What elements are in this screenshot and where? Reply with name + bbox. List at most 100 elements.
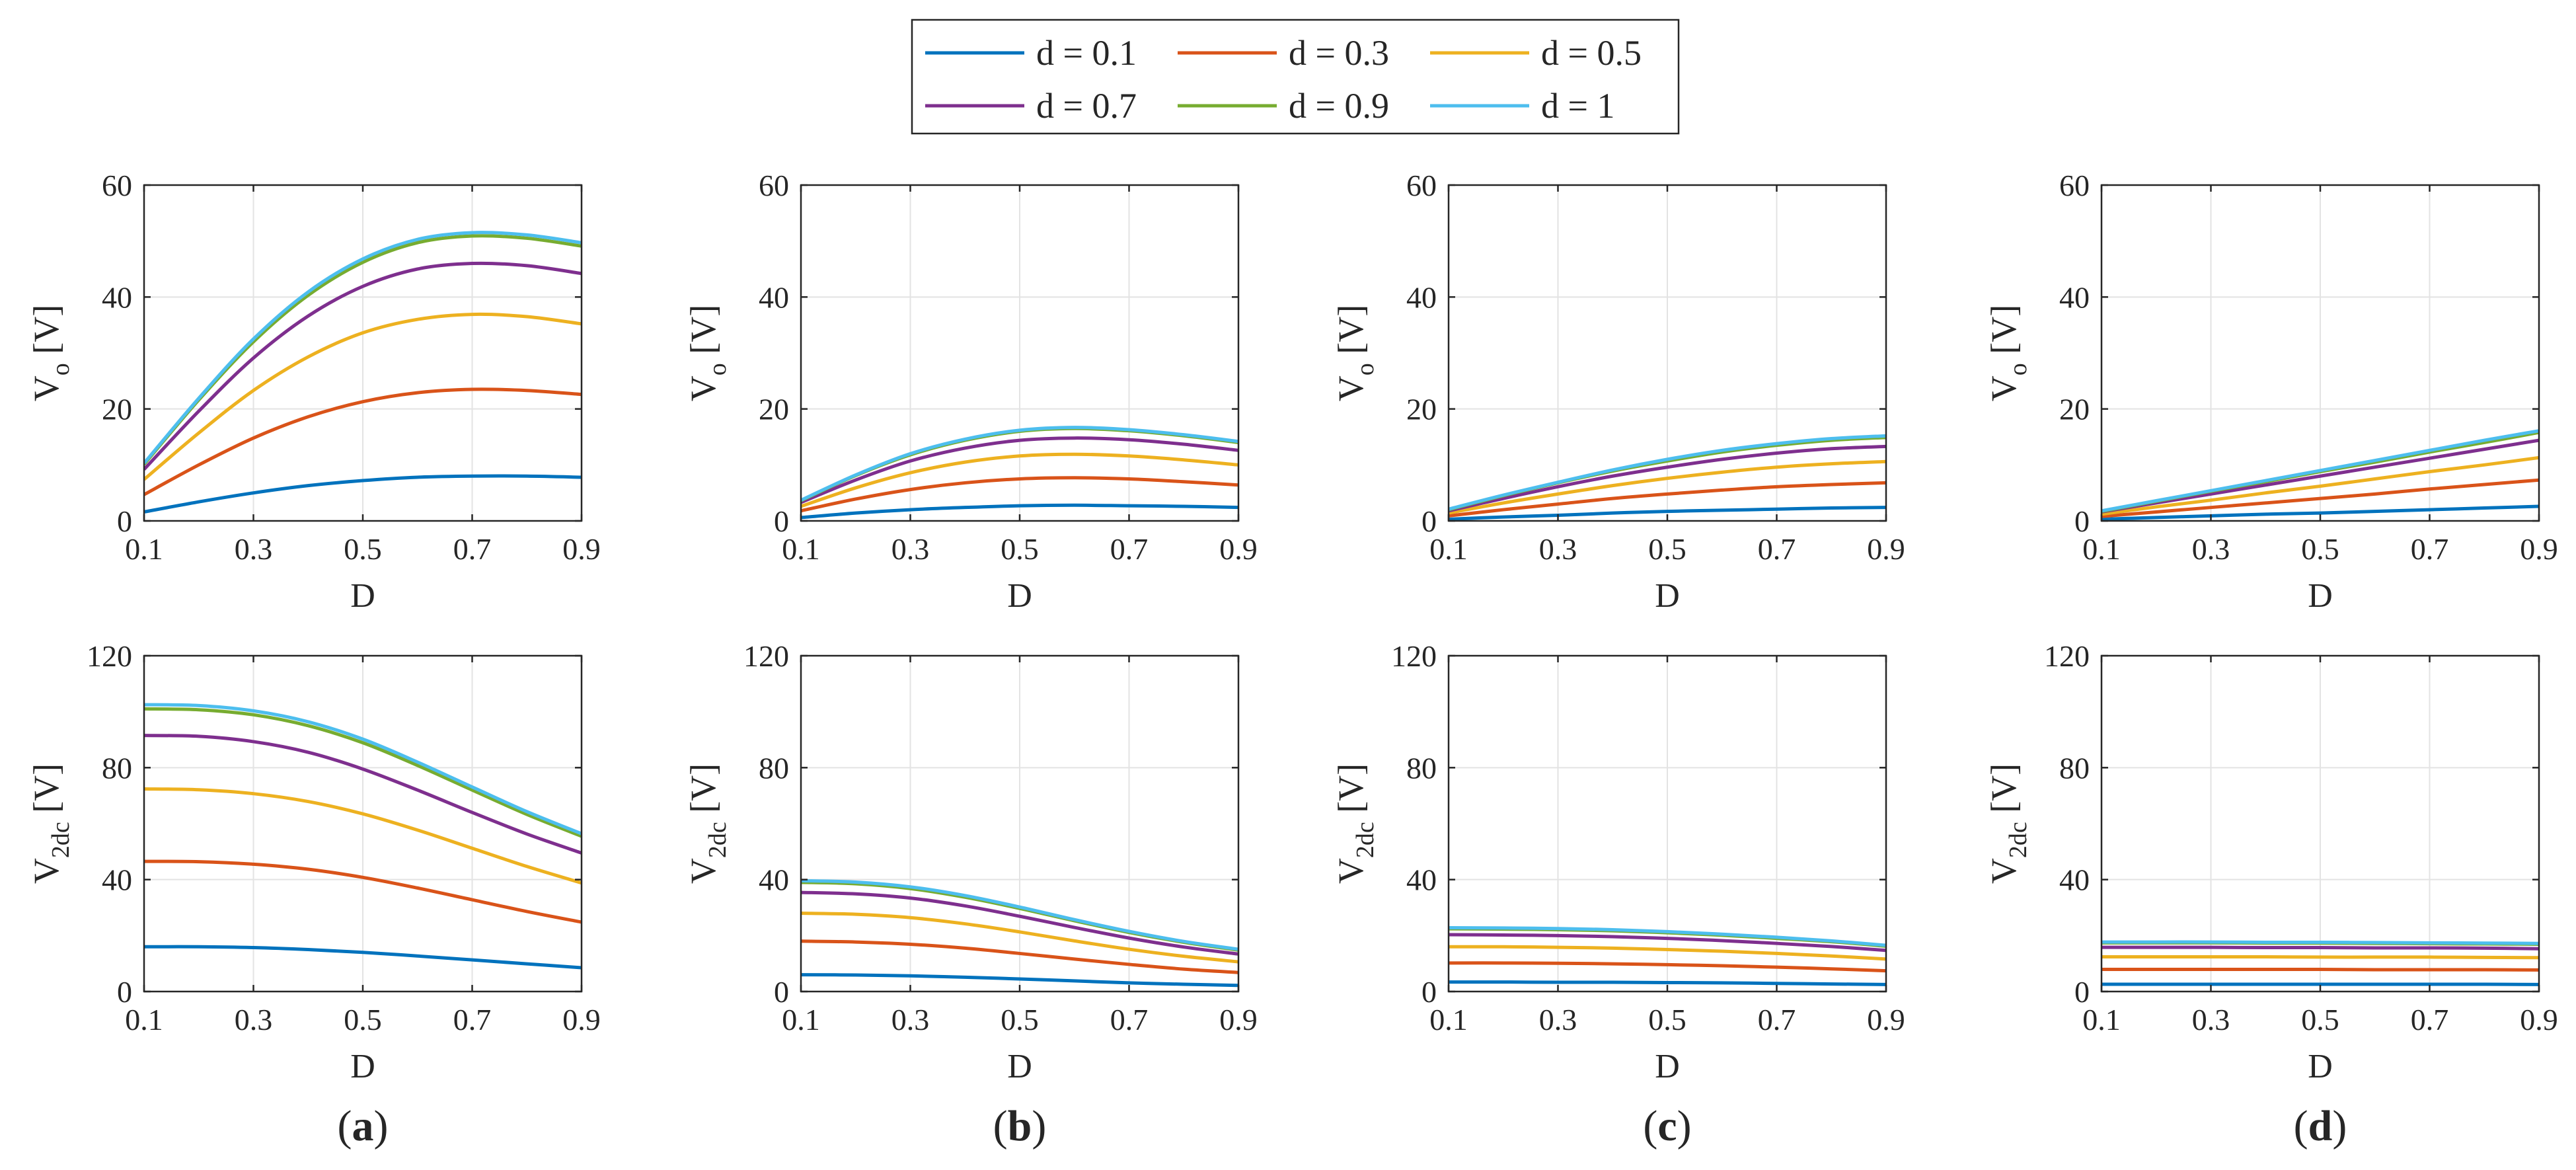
x-tick-label: 0.5 <box>1648 1003 1686 1036</box>
y-tick-label: 20 <box>1406 393 1437 426</box>
y-tick-label: 40 <box>2059 863 2090 897</box>
series-line-d-0-7 <box>801 436 1238 504</box>
x-tick-label: 0.3 <box>891 532 930 566</box>
x-tick-label: 0.5 <box>1001 532 1039 566</box>
y-tick-label: 0 <box>2074 975 2090 1009</box>
x-tick-label: 0.1 <box>2082 532 2121 566</box>
x-tick-label: 0.3 <box>2192 532 2230 566</box>
legend-label: d = 0.5 <box>1541 33 1642 73</box>
x-tick-label: 0.9 <box>1867 1003 1905 1036</box>
series-line-d-0-1 <box>144 474 582 514</box>
y-tick-label: 40 <box>2059 280 2090 314</box>
x-tick-label: 0.9 <box>562 532 601 566</box>
chart-a-bottom: 0.1 0.3 0.5 0.7 0.9 0 40 80 120 D V2dc [V] <box>26 639 601 1085</box>
chart-a-top: 0.1 0.3 0.5 0.7 0.9 0 20 40 60 D Vo [V] <box>26 169 601 615</box>
chart-c-top: 0.1 0.3 0.5 0.7 0.9 0 20 40 60 D Vo [V] <box>1331 169 1905 615</box>
y-tick-label: 0 <box>1421 975 1437 1009</box>
x-tick-label: 0.5 <box>1648 532 1686 566</box>
y-tick-label: 20 <box>102 393 132 426</box>
series-line-d-0-7 <box>801 890 1238 956</box>
series-line-d-1 <box>1449 925 1886 947</box>
legend-box <box>911 19 1680 135</box>
legend-label: d = 0.9 <box>1289 86 1389 126</box>
x-tick-label: 0.1 <box>1429 532 1468 566</box>
y-tick-label: 0 <box>117 504 132 538</box>
y-axis-label: Vo [V] <box>683 305 732 401</box>
x-tick-label: 0.1 <box>2082 1003 2121 1036</box>
series-line-d-0-7 <box>2102 438 2539 514</box>
legend-label: d = 0.1 <box>1036 33 1137 73</box>
panel-label: (a) <box>338 1102 389 1150</box>
series-line-d-0-3 <box>144 387 582 496</box>
y-tick-label: 0 <box>774 975 789 1009</box>
chart-b-bottom: 0.1 0.3 0.5 0.7 0.9 0 40 80 120 D V2dc [V] <box>683 639 1258 1085</box>
x-tick-label: 0.1 <box>125 532 163 566</box>
x-axis-label: D <box>1007 1048 1032 1085</box>
y-tick-label: 40 <box>102 280 132 314</box>
series-line-d-0-5 <box>144 312 582 481</box>
y-tick-label: 0 <box>1421 504 1437 538</box>
x-tick-label: 0.7 <box>1758 1003 1796 1036</box>
y-tick-label: 0 <box>2074 504 2090 538</box>
y-tick-label: 120 <box>743 639 789 673</box>
x-tick-label: 0.9 <box>562 1003 601 1036</box>
y-axis-label: Vo [V] <box>26 305 75 401</box>
series-line-d-0-3 <box>1449 961 1886 973</box>
x-tick-label: 0.1 <box>782 1003 820 1036</box>
series-line-d-0-7 <box>1449 933 1886 953</box>
x-tick-label: 0.3 <box>235 532 273 566</box>
x-tick-label: 0.7 <box>1110 532 1149 566</box>
legend-label: d = 0.3 <box>1289 33 1389 73</box>
x-tick-label: 0.5 <box>1001 1003 1039 1036</box>
y-tick-label: 20 <box>759 393 789 426</box>
y-tick-label: 40 <box>759 280 789 314</box>
y-tick-label: 80 <box>1406 751 1437 785</box>
series-line-d-0-5 <box>2102 955 2539 960</box>
x-tick-label: 0.7 <box>453 532 492 566</box>
y-tick-label: 60 <box>2059 169 2090 202</box>
series-line-d-1 <box>801 878 1238 951</box>
x-tick-label: 0.9 <box>1219 1003 1258 1036</box>
y-tick-label: 40 <box>102 863 132 897</box>
legend-label: d = 0.7 <box>1036 86 1137 126</box>
series-line-d-0-5 <box>144 787 582 885</box>
series-lines <box>801 878 1238 988</box>
series-lines <box>801 426 1238 520</box>
y-tick-label: 120 <box>1391 639 1437 673</box>
x-tick-label: 0.9 <box>2520 532 2558 566</box>
legend-label: d = 1 <box>1541 86 1614 126</box>
panel-label: (c) <box>1643 1102 1691 1150</box>
series-lines <box>1449 925 1886 986</box>
series-lines <box>144 703 582 970</box>
series-lines <box>2102 940 2539 986</box>
series-lines <box>1449 434 1886 521</box>
x-tick-label: 0.1 <box>125 1003 163 1036</box>
series-line-d-0-1 <box>144 945 582 970</box>
x-tick-label: 0.3 <box>235 1003 273 1036</box>
y-tick-label: 80 <box>2059 751 2090 785</box>
series-line-d-0-9 <box>144 707 582 838</box>
series-line-d-1 <box>2102 429 2539 513</box>
y-tick-label: 80 <box>102 751 132 785</box>
y-tick-label: 0 <box>117 975 132 1009</box>
x-tick-label: 0.9 <box>1219 532 1258 566</box>
series-line-d-0-7 <box>2102 945 2539 951</box>
x-tick-label: 0.7 <box>2411 1003 2449 1036</box>
series-line-d-0-7 <box>1449 444 1886 513</box>
series-line-d-0-5 <box>801 452 1238 508</box>
series-line-d-0-5 <box>801 911 1238 964</box>
series-lines <box>2102 429 2539 521</box>
series-line-d-0-3 <box>2102 478 2539 518</box>
panel-labels: (a) (b) (c) (d) <box>338 1102 2347 1150</box>
series-line-d-0-1 <box>2102 504 2539 521</box>
x-tick-label: 0.3 <box>2192 1003 2230 1036</box>
x-tick-label: 0.9 <box>2520 1003 2558 1036</box>
x-tick-label: 0.1 <box>1429 1003 1468 1036</box>
y-axis-label: V2dc [V] <box>26 763 75 884</box>
y-tick-label: 60 <box>1406 169 1437 202</box>
x-axis-label: D <box>2308 577 2333 615</box>
series-line-d-0-7 <box>144 261 582 471</box>
x-tick-label: 0.9 <box>1867 532 1905 566</box>
legend: d = 0.1 d = 0.3 d = 0.5 d = 0.7 d = 0.9 d = 1 <box>911 19 1680 135</box>
